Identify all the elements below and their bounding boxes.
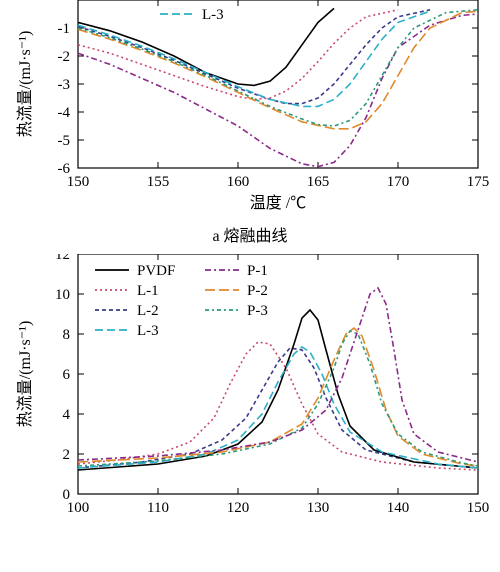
- svg-text:150: 150: [67, 174, 90, 190]
- svg-text:-2: -2: [58, 49, 71, 65]
- svg-text:P-2: P-2: [247, 283, 268, 299]
- svg-text:热流量/(mJ·s⁻¹): 热流量/(mJ·s⁻¹): [16, 321, 34, 428]
- svg-text:130: 130: [307, 500, 330, 516]
- svg-text:-3: -3: [58, 77, 71, 93]
- chart-b-svg: 100 110 120 130 140 150 0 2 4 6 8 10 12 热流量/(mJ·s⁻¹) P…: [0, 254, 500, 554]
- svg-text:热流量/(mJ·s⁻¹): 热流量/(mJ·s⁻¹): [16, 31, 34, 138]
- chart-b-crystallization: 100 110 120 130 140 150 0 2 4 6 8 10 12 热流量/(mJ·s⁻¹) P…: [0, 254, 500, 554]
- svg-text:175: 175: [467, 174, 490, 190]
- svg-text:L-3: L-3: [137, 323, 159, 339]
- svg-text:-5: -5: [58, 133, 71, 149]
- chart-a-caption: a 熔融曲线: [0, 222, 500, 246]
- svg-text:170: 170: [387, 174, 410, 190]
- svg-text:12: 12: [55, 254, 70, 263]
- svg-text:165: 165: [307, 174, 330, 190]
- svg-text:L-2: L-2: [137, 303, 159, 319]
- svg-text:P-3: P-3: [247, 303, 268, 319]
- chart-a-svg: 150 155 160 165 170 175 -6 -5 -4 -3 -2 -1 温度 /℃ 热流量/(…: [0, 0, 500, 220]
- svg-text:8: 8: [63, 327, 71, 343]
- svg-text:L-1: L-1: [137, 283, 159, 299]
- svg-text:120: 120: [227, 500, 250, 516]
- chart-a-melting: 150 155 160 165 170 175 -6 -5 -4 -3 -2 -1 温度 /℃ 热流量/(…: [0, 0, 500, 220]
- svg-text:0: 0: [63, 487, 71, 503]
- svg-text:4: 4: [63, 407, 71, 423]
- svg-text:P-1: P-1: [247, 263, 268, 279]
- svg-text:-6: -6: [58, 161, 71, 177]
- svg-text:110: 110: [147, 500, 169, 516]
- svg-text:155: 155: [147, 174, 170, 190]
- svg-text:140: 140: [387, 500, 410, 516]
- svg-text:2: 2: [63, 447, 71, 463]
- svg-text:150: 150: [467, 500, 490, 516]
- svg-text:6: 6: [63, 367, 71, 383]
- svg-text:PVDF: PVDF: [137, 263, 175, 279]
- svg-text:100: 100: [67, 500, 90, 516]
- svg-text:10: 10: [55, 287, 70, 303]
- svg-text:-1: -1: [58, 21, 71, 37]
- svg-text:-4: -4: [58, 105, 71, 121]
- svg-text:温度 /℃: 温度 /℃: [250, 194, 306, 212]
- svg-text:160: 160: [227, 174, 250, 190]
- svg-text:L-3: L-3: [202, 7, 224, 23]
